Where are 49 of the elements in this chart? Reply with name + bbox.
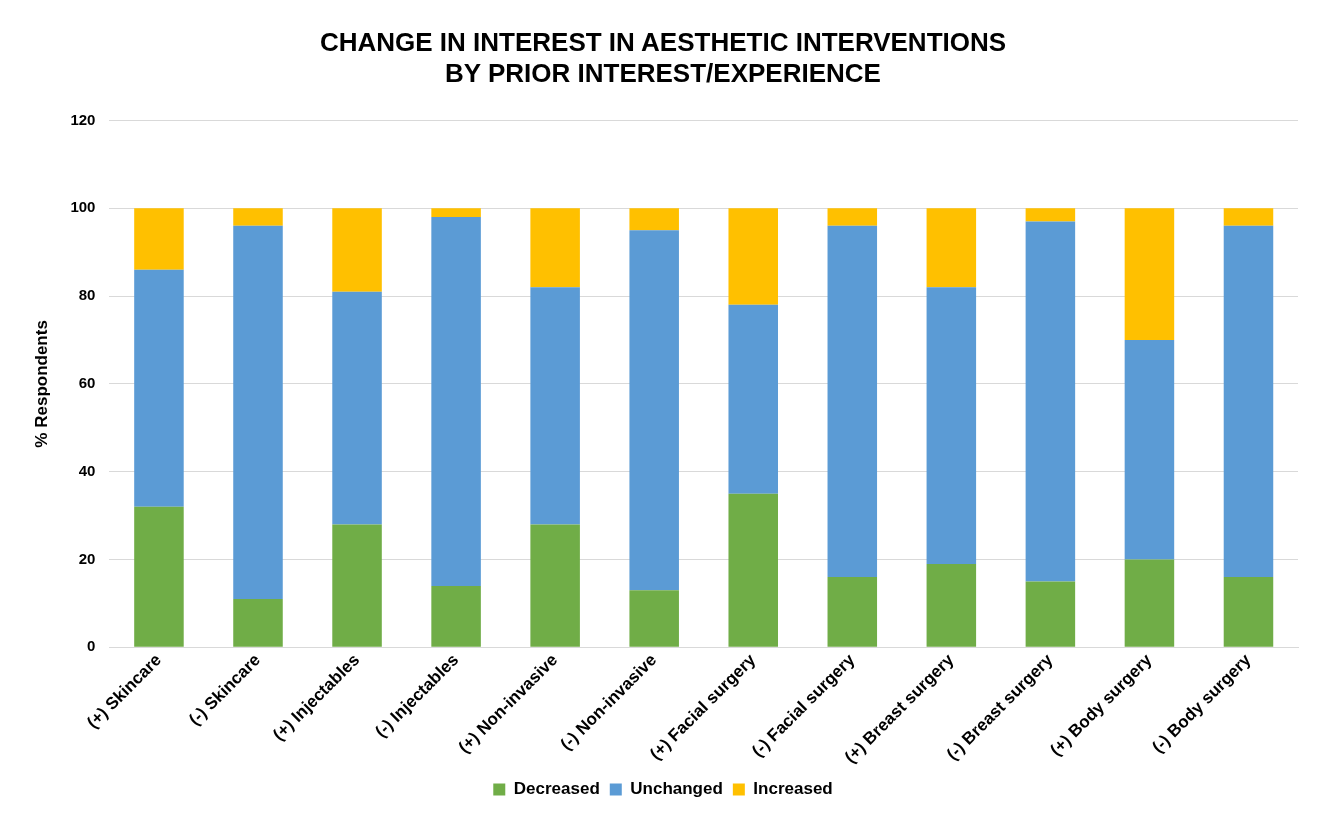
bar: [1223, 225, 1274, 578]
bar: [530, 287, 580, 525]
bar: [728, 208, 778, 305]
y-tick-label: 0: [87, 637, 96, 655]
bar: [134, 269, 184, 507]
legend-label: Increased: [753, 779, 833, 799]
y-tick-label: 40: [78, 461, 96, 479]
bar: [233, 208, 283, 226]
bar: [827, 208, 878, 226]
bar: [1223, 577, 1274, 647]
bar: [629, 208, 679, 231]
text: CHANGE IN INTEREST IN AESTHETIC INTERVENTIONS: [319, 26, 1007, 57]
bar: [629, 590, 679, 647]
bar: [1124, 208, 1175, 340]
bar: [827, 577, 878, 647]
bar: [728, 493, 778, 647]
bar: [1124, 559, 1175, 647]
bar: [926, 208, 977, 288]
bar: [530, 524, 580, 647]
bar: [233, 225, 283, 600]
legend-label: Unchanged: [630, 779, 723, 799]
bar: [134, 208, 184, 270]
bar: [926, 287, 977, 564]
bar: [1223, 208, 1274, 226]
bar: [134, 506, 184, 647]
bar: [332, 524, 382, 647]
bar: [431, 217, 481, 586]
bar: [431, 208, 481, 218]
bar: [728, 304, 778, 494]
bar: [827, 225, 878, 578]
bar: [1025, 208, 1076, 222]
text: BY PRIOR INTEREST/EXPERIENCE: [445, 57, 881, 88]
legend-label: Decreased: [513, 779, 600, 799]
y-tick-label: 60: [78, 374, 96, 392]
y-tick-label: 120: [70, 110, 96, 128]
bar: [233, 599, 283, 647]
bar: [332, 208, 382, 292]
bar: [1025, 581, 1076, 647]
bar: [1124, 339, 1175, 560]
y-tick-label: 80: [78, 286, 96, 304]
bar: [332, 291, 382, 525]
y-tick-label: 100: [70, 198, 96, 216]
y-axis-title: % Respondents: [31, 320, 51, 448]
bar: [530, 208, 580, 288]
y-tick-label: 20: [78, 549, 96, 567]
bar: [431, 585, 481, 647]
bar: [926, 563, 977, 647]
bar: [1025, 221, 1076, 582]
bar: [629, 230, 679, 591]
